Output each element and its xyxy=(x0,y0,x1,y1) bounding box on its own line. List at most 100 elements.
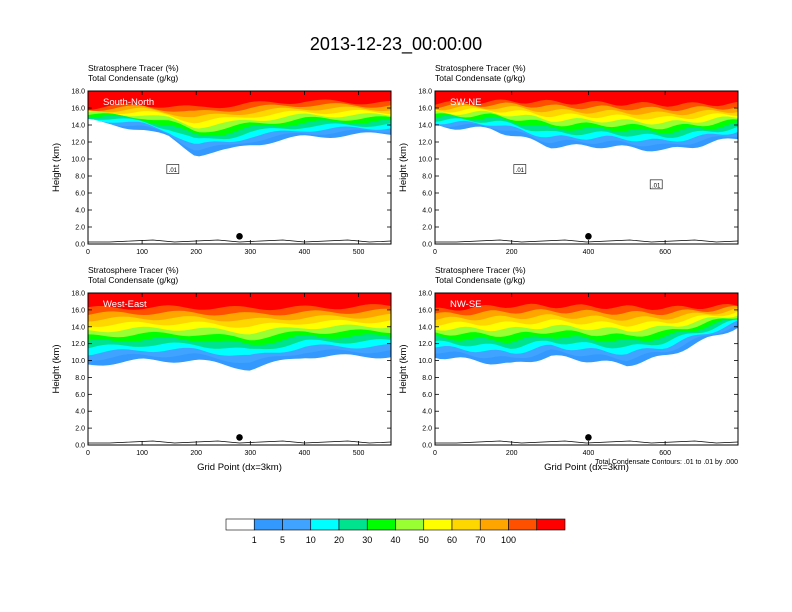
colorbar-label: 50 xyxy=(419,535,429,545)
y-axis-label: Height (km) xyxy=(51,344,62,393)
condensate-contours xyxy=(435,440,738,444)
contour-label: .01 xyxy=(516,168,525,174)
y-tick-label: 16.0 xyxy=(418,307,432,314)
y-tick-label: 12.0 xyxy=(418,140,432,147)
y-tick-label: 8.0 xyxy=(422,375,432,382)
y-tick-label: 18.0 xyxy=(71,291,85,298)
x-tick-label: 100 xyxy=(136,450,148,457)
panel-title: Stratosphere Tracer (%) xyxy=(435,265,526,275)
y-tick-label: 10.0 xyxy=(418,157,432,164)
colorbar-box xyxy=(310,518,340,531)
y-tick-label: 16.0 xyxy=(418,106,432,113)
y-tick-label: 6.0 xyxy=(75,191,85,198)
colorbar-label: 70 xyxy=(475,535,485,545)
x-tick-label: 0 xyxy=(433,450,437,457)
tracer-bands xyxy=(435,91,738,152)
cross-section-label: NW-SE xyxy=(450,299,482,310)
y-tick-label: 18.0 xyxy=(71,89,85,96)
x-axis-label: Grid Point (dx=3km) xyxy=(197,462,282,473)
colorbar-label: 60 xyxy=(447,535,457,545)
contour-footnote: Total Condensate Contours: .01 to .01 by… xyxy=(595,459,738,466)
x-tick-label: 600 xyxy=(659,450,671,457)
panels-group: .01 South-North 0.0 2.0 4.0 6.0 8.0 10.0 12.0 14.… xyxy=(51,63,739,473)
x-tick-label: 200 xyxy=(190,450,202,457)
tracer-bands xyxy=(88,293,391,371)
colorbar-label: 30 xyxy=(362,535,372,545)
figure-title: 2013-12-23_00:00:00 xyxy=(310,34,482,55)
location-marker xyxy=(236,434,243,441)
y-tick-label: 14.0 xyxy=(71,123,85,130)
panel-subtitle: Total Condensate (g/kg) xyxy=(88,73,178,83)
contour-label: .01 xyxy=(169,168,178,174)
y-tick-label: 4.0 xyxy=(422,208,432,215)
x-tick-label: 400 xyxy=(299,450,311,457)
contour-label: .01 xyxy=(652,183,661,189)
x-tick-label: 500 xyxy=(353,249,365,256)
contour-label-box xyxy=(166,164,180,174)
colorbar-label: 40 xyxy=(390,535,400,545)
y-tick-label: 6.0 xyxy=(422,392,432,399)
x-tick-label: 0 xyxy=(86,450,90,457)
y-tick-label: 2.0 xyxy=(422,426,432,433)
condensate-contours xyxy=(88,239,391,243)
plot-frame xyxy=(434,292,739,446)
y-tick-label: 14.0 xyxy=(71,324,85,331)
colorbar-box xyxy=(395,518,425,531)
tracer-bands xyxy=(435,293,738,367)
panel-2: .01 .01 SW-NE 0.0 2.0 4.0 6.0 8.0 10.0 12.0 14.0 16… xyxy=(398,63,739,256)
plot-frame xyxy=(434,90,739,245)
colorbar-label: 1 xyxy=(252,535,257,545)
x-tick-label: 400 xyxy=(583,450,595,457)
y-tick-label: 0.0 xyxy=(75,443,85,450)
tracer-band-level-11 xyxy=(435,293,738,311)
colorbar-label: 10 xyxy=(306,535,316,545)
panel-1: .01 South-North 0.0 2.0 4.0 6.0 8.0 10.0 12.0 14.… xyxy=(51,63,392,256)
panel-subtitle: Total Condensate (g/kg) xyxy=(435,275,525,285)
y-tick-label: 10.0 xyxy=(71,157,85,164)
y-tick-label: 14.0 xyxy=(418,123,432,130)
tracer-bands xyxy=(88,91,391,157)
condensate-contours xyxy=(435,239,738,243)
x-tick-label: 300 xyxy=(244,450,256,457)
panel-3: West-East 0.0 2.0 4.0 6.0 8.0 10.0 12.0 14.0 16.0… xyxy=(51,265,392,473)
colorbar-box xyxy=(338,518,368,531)
condensate-contour-line xyxy=(435,239,738,243)
y-tick-label: 0.0 xyxy=(75,242,85,249)
location-marker xyxy=(585,233,592,240)
x-tick-label: 200 xyxy=(506,450,518,457)
y-tick-label: 18.0 xyxy=(418,89,432,96)
y-tick-label: 8.0 xyxy=(75,174,85,181)
y-tick-label: 18.0 xyxy=(418,291,432,298)
contour-label-box xyxy=(513,164,527,174)
y-tick-label: 12.0 xyxy=(418,341,432,348)
y-tick-label: 6.0 xyxy=(422,191,432,198)
colorbar-box xyxy=(423,518,453,531)
y-tick-label: 16.0 xyxy=(71,106,85,113)
colorbar-box xyxy=(536,518,566,531)
plot-frame xyxy=(87,90,392,245)
location-marker xyxy=(236,233,243,240)
panel-subtitle: Total Condensate (g/kg) xyxy=(435,73,525,83)
x-tick-label: 400 xyxy=(583,249,595,256)
tracer-band-level-11 xyxy=(435,91,738,107)
condensate-contours xyxy=(88,440,391,444)
x-tick-label: 200 xyxy=(506,249,518,256)
colorbar-box xyxy=(451,518,481,531)
y-tick-label: 0.0 xyxy=(422,443,432,450)
y-axis-label: Height (km) xyxy=(51,143,62,192)
x-tick-label: 600 xyxy=(659,249,671,256)
cross-section-label: West-East xyxy=(103,299,147,310)
colorbar-label: 100 xyxy=(501,535,516,545)
x-tick-label: 0 xyxy=(86,249,90,256)
condensate-contour-line xyxy=(88,440,391,444)
x-tick-label: 100 xyxy=(136,249,148,256)
colorbar-box xyxy=(508,518,538,531)
x-tick-label: 400 xyxy=(299,249,311,256)
tracer-band-level-11 xyxy=(88,293,391,311)
cross-section-label: South-North xyxy=(103,97,154,108)
y-axis-label: Height (km) xyxy=(398,143,409,192)
y-tick-label: 10.0 xyxy=(71,358,85,365)
location-marker xyxy=(585,434,592,441)
x-tick-label: 300 xyxy=(244,249,256,256)
